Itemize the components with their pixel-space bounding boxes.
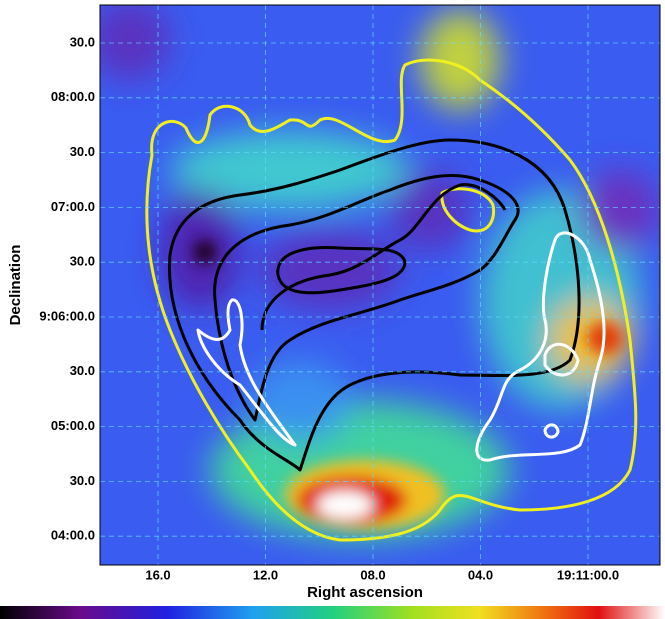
x-tick-label: 04.0 [468, 567, 493, 582]
y-tick-label: 30.0 [70, 363, 95, 378]
y-tick-label: 08:00.0 [51, 89, 95, 104]
x-tick-label: 16.0 [145, 567, 170, 582]
y-tick-label: 05:00.0 [51, 418, 95, 433]
y-tick-label: 9:06:00.0 [39, 308, 95, 323]
sky-map-figure: Right ascension Declination 16.0 12.0 08.0… [0, 0, 665, 619]
y-tick-label: 07:00.0 [51, 199, 95, 214]
y-tick-label: 04:00.0 [51, 528, 95, 543]
x-tick-label: 12.0 [253, 567, 278, 582]
y-tick-label: 30.0 [70, 473, 95, 488]
colorbar [0, 606, 665, 619]
y-tick-label: 30.0 [70, 254, 95, 269]
x-tick-label: 08.0 [360, 567, 385, 582]
y-tick-label: 30.0 [70, 144, 95, 159]
y-tick-label: 30.0 [70, 34, 95, 49]
y-axis-label: Declination [7, 245, 24, 326]
x-tick-label: 19:11:00.0 [557, 567, 619, 582]
x-axis-label: Right ascension [307, 584, 423, 601]
